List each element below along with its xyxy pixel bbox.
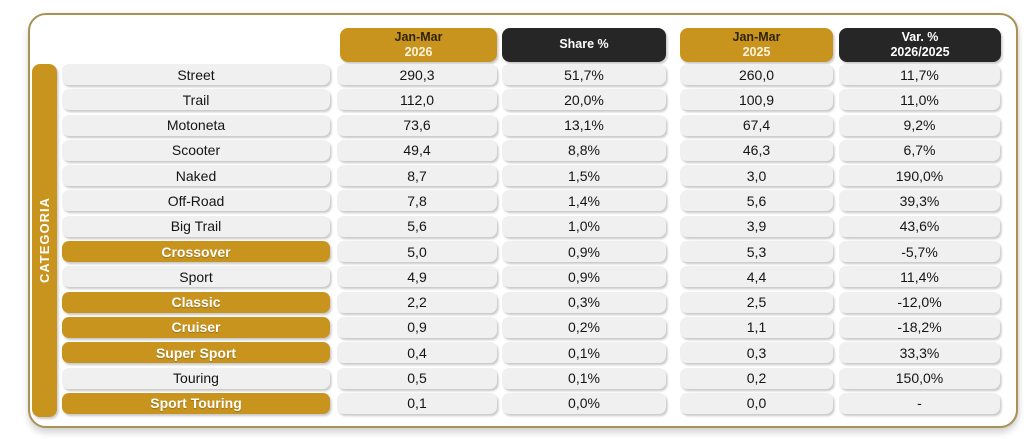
table-row: Super Sport 0,4 0,1% 0,3 33,3% [30,342,1016,364]
table-row: Street 290,3 51,7% 260,0 11,7% [30,64,1016,85]
var-cell: - [839,392,1000,414]
column-header-line1: Jan-Mar [394,29,443,44]
share-cell: 0,9% [502,266,666,288]
category-cell: Street [62,64,330,85]
table-row: Touring 0,5 0,1% 0,2 150,0% [30,367,1016,389]
category-cell: Naked [62,165,330,187]
value-2025-cell: 2,5 [680,291,833,313]
var-cell: 11,4% [839,266,1000,288]
category-cell: Crossover [62,241,330,263]
value-2025-cell: 5,3 [680,241,833,263]
var-cell: 33,3% [839,342,1000,364]
value-2025-cell: 0,0 [680,392,833,414]
category-cell: Classic [62,291,330,313]
share-cell: 0,3% [502,291,666,313]
value-2026-cell: 7,8 [337,190,497,212]
value-2025-cell: 3,0 [680,165,833,187]
var-cell: 43,6% [839,215,1000,237]
category-axis-bar: CATEGORIA [32,64,57,417]
value-2026-cell: 112,0 [337,89,497,111]
table-body: Street 290,3 51,7% 260,0 11,7% Trail 112… [30,64,1016,418]
category-cell: Sport [62,266,330,288]
column-header-line2: 2026 [404,45,433,59]
category-cell: Super Sport [62,342,330,364]
table-row: Big Trail 5,6 1,0% 3,9 43,6% [30,215,1016,237]
column-header-line2: 2026/2025 [890,45,950,59]
value-2025-cell: 100,9 [680,89,833,111]
var-cell: -18,2% [839,316,1000,338]
value-2026-cell: 5,0 [337,241,497,263]
category-cell: Touring [62,367,330,389]
category-cell: Cruiser [62,316,330,338]
column-header-var: Var. % 2026/2025 [839,28,1001,62]
value-2026-cell: 4,9 [337,266,497,288]
category-cell: Motoneta [62,114,330,136]
table-row: Classic 2,2 0,3% 2,5 -12,0% [30,291,1016,313]
table-frame: Jan-Mar 2026 Share % Jan-Mar 2025 Var. %… [28,13,1018,428]
var-cell: 39,3% [839,190,1000,212]
column-header-jan-mar-2025: Jan-Mar 2025 [680,28,833,62]
column-header-line1: Share % [559,37,609,52]
category-cell: Off-Road [62,190,330,212]
column-header-jan-mar-2026: Jan-Mar 2026 [340,28,497,62]
var-cell: -12,0% [839,291,1000,313]
value-2026-cell: 2,2 [337,291,497,313]
column-header-line1: Jan-Mar [732,29,781,44]
share-cell: 0,1% [502,342,666,364]
share-cell: 1,0% [502,215,666,237]
table-row: Off-Road 7,8 1,4% 5,6 39,3% [30,190,1016,212]
share-cell: 51,7% [502,64,666,85]
value-2026-cell: 0,9 [337,316,497,338]
column-header-line1: Var. % [901,29,939,44]
value-2025-cell: 0,3 [680,342,833,364]
value-2026-cell: 0,1 [337,392,497,414]
value-2025-cell: 5,6 [680,190,833,212]
table-row: Naked 8,7 1,5% 3,0 190,0% [30,165,1016,187]
value-2025-cell: 260,0 [680,64,833,85]
share-cell: 0,9% [502,241,666,263]
value-2025-cell: 3,9 [680,215,833,237]
value-2025-cell: 46,3 [680,139,833,161]
value-2026-cell: 5,6 [337,215,497,237]
value-2026-cell: 49,4 [337,139,497,161]
table-row: Trail 112,0 20,0% 100,9 11,0% [30,89,1016,111]
share-cell: 0,0% [502,392,666,414]
share-cell: 0,2% [502,316,666,338]
column-header-share: Share % [502,28,666,62]
var-cell: 150,0% [839,367,1000,389]
category-cell: Big Trail [62,215,330,237]
category-cell: Scooter [62,139,330,161]
table-row: Cruiser 0,9 0,2% 1,1 -18,2% [30,316,1016,338]
value-2026-cell: 0,5 [337,367,497,389]
share-cell: 0,1% [502,367,666,389]
column-header-line2: 2025 [742,45,771,59]
var-cell: 11,7% [839,64,1000,85]
value-2025-cell: 4,4 [680,266,833,288]
var-cell: 9,2% [839,114,1000,136]
value-2026-cell: 290,3 [337,64,497,85]
value-2026-cell: 73,6 [337,114,497,136]
share-cell: 8,8% [502,139,666,161]
category-cell: Sport Touring [62,392,330,414]
value-2026-cell: 8,7 [337,165,497,187]
table-row: Scooter 49,4 8,8% 46,3 6,7% [30,139,1016,161]
var-cell: 11,0% [839,89,1000,111]
var-cell: -5,7% [839,241,1000,263]
table-row: Crossover 5,0 0,9% 5,3 -5,7% [30,241,1016,263]
value-2025-cell: 67,4 [680,114,833,136]
share-cell: 20,0% [502,89,666,111]
var-cell: 190,0% [839,165,1000,187]
table-row: Sport Touring 0,1 0,0% 0,0 - [30,392,1016,414]
var-cell: 6,7% [839,139,1000,161]
table-row: Sport 4,9 0,9% 4,4 11,4% [30,266,1016,288]
share-cell: 1,4% [502,190,666,212]
value-2025-cell: 0,2 [680,367,833,389]
value-2025-cell: 1,1 [680,316,833,338]
category-cell: Trail [62,89,330,111]
share-cell: 13,1% [502,114,666,136]
value-2026-cell: 0,4 [337,342,497,364]
table-row: Motoneta 73,6 13,1% 67,4 9,2% [30,114,1016,136]
share-cell: 1,5% [502,165,666,187]
